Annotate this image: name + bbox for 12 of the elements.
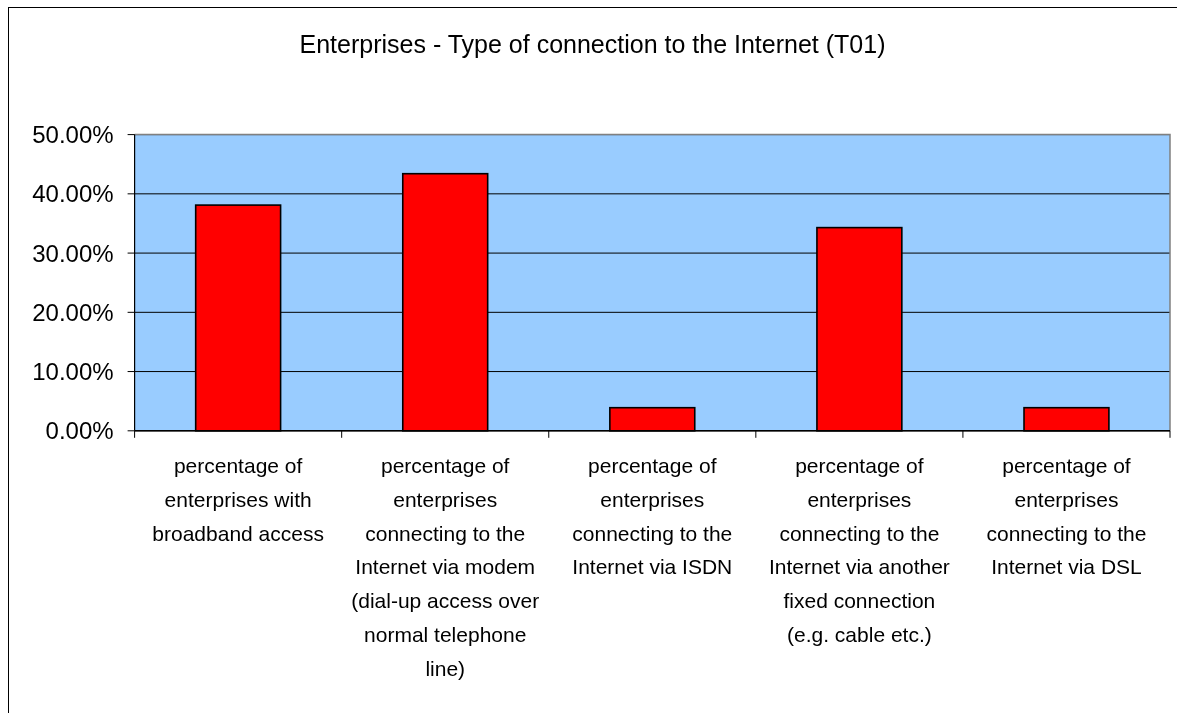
- y-tick-label: 40.00%: [32, 180, 114, 208]
- x-tick-label: percentage of enterprises connecting to the Internet via DSL: [986, 454, 1147, 579]
- x-tick-label: percentage of enterprises connecting to the Internet via another fixed connection (e.g. cable etc.): [768, 454, 950, 646]
- y-tick-label: 20.00%: [32, 298, 114, 326]
- chart-title: Enterprises - Type of connection to the Internet (T01): [299, 30, 886, 58]
- y-tick-label: 30.00%: [32, 239, 114, 267]
- y-tick-label: 10.00%: [32, 358, 114, 386]
- y-tick-label: 0.00%: [45, 417, 114, 445]
- x-tick-label: percentage of enterprises with broadband access: [152, 454, 324, 545]
- x-tick-label: percentage of enterprises connecting to the Internet via ISDN: [572, 454, 733, 579]
- y-tick-label: 50.00%: [32, 121, 114, 149]
- x-tick-label: percentage of enterprises connecting to the Internet via modem (dial-up access over normal telephone line): [351, 454, 540, 680]
